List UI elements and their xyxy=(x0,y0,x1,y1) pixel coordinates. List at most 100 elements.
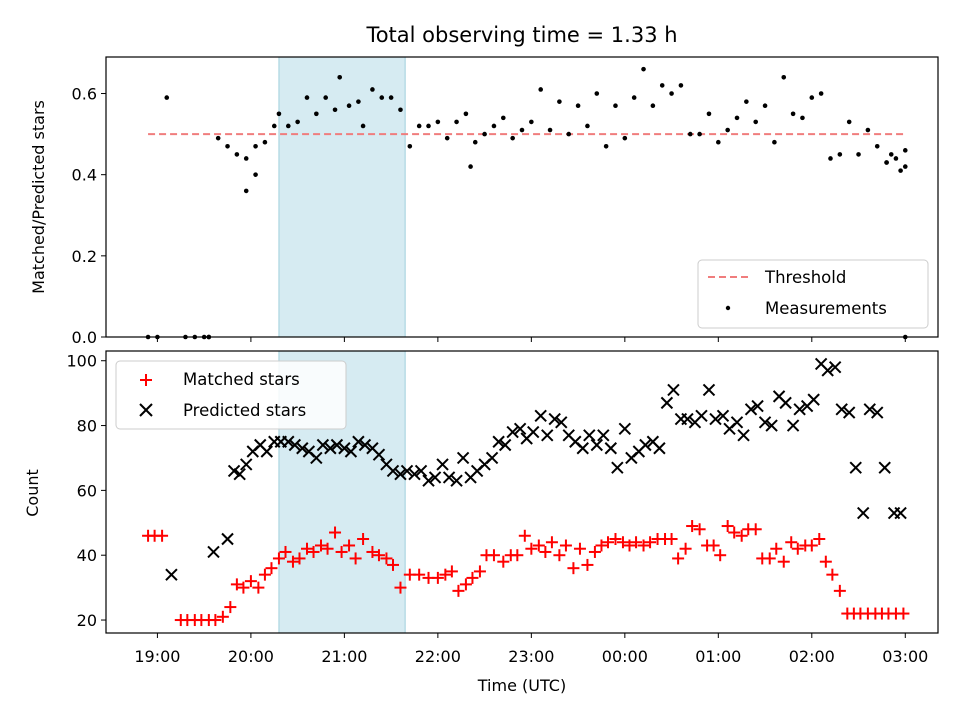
matched-star-point xyxy=(156,529,169,542)
measurement-point xyxy=(337,74,343,80)
matched-star-point xyxy=(279,545,292,558)
matched-star-point xyxy=(728,526,741,539)
measurement-point xyxy=(837,152,843,157)
top-y-tick-label: 0.2 xyxy=(72,247,97,266)
measurement-point xyxy=(398,107,403,113)
predicted-star-point xyxy=(744,403,758,416)
predicted-star-point xyxy=(386,464,400,478)
top-y-axis-label: Matched/Predicted stars xyxy=(29,100,48,294)
matched-star-point xyxy=(749,523,762,536)
matched-star-point xyxy=(735,529,748,542)
predicted-star-point xyxy=(422,474,435,487)
matched-star-point xyxy=(721,520,734,533)
matched-star-point xyxy=(413,568,426,581)
measurement-point xyxy=(463,111,469,117)
matched-star-point xyxy=(826,568,839,581)
predicted-star-point xyxy=(597,429,610,442)
matched-legend-label: Matched stars xyxy=(183,370,300,389)
predicted-star-point xyxy=(240,458,253,471)
predicted-star-point xyxy=(344,445,358,458)
measurement-point xyxy=(225,143,230,149)
matched-star-point xyxy=(380,552,393,565)
bottom-panel: 20 40 60 80 100 19:00 20:00 21:00 22:00 23:00 00:… xyxy=(23,350,939,695)
measurement-point xyxy=(697,131,702,137)
measurement-point xyxy=(323,95,328,100)
measurement-point xyxy=(622,135,628,141)
measurement-point xyxy=(276,111,282,117)
matched-star-point xyxy=(532,539,545,552)
matched-star-point xyxy=(777,555,790,568)
matched-star-point xyxy=(637,539,650,552)
predicted-star-point xyxy=(793,403,806,416)
measurement-point xyxy=(706,111,712,117)
matched-star-point xyxy=(321,542,334,555)
bottom-x-ticks: 19:00 20:00 21:00 22:00 23:00 00:00 01:00 02:00… xyxy=(134,633,928,666)
predicted-legend-label: Predicted stars xyxy=(183,401,306,420)
measurement-point xyxy=(884,160,889,165)
predicted-star-point xyxy=(878,461,891,474)
measurement-point xyxy=(566,131,572,137)
bottom-legend-box xyxy=(115,360,347,430)
measurement-point xyxy=(253,172,258,177)
measurement-point xyxy=(356,99,361,104)
predicted-star-point xyxy=(828,360,842,374)
matched-star-point xyxy=(707,539,720,552)
matched-star-point xyxy=(329,526,342,539)
measurement-point xyxy=(346,103,352,108)
matched-star-point xyxy=(644,536,657,549)
predicted-star-point xyxy=(737,429,750,442)
top-panel: 0.0 0.2 0.4 0.6 Total observing time = 1.33… xyxy=(29,23,939,347)
bottom-y-ticks: 20 40 60 80 100 xyxy=(66,352,106,630)
predicted-star-point xyxy=(456,451,470,465)
matched-star-point xyxy=(545,536,558,549)
matched-star-point xyxy=(230,578,243,591)
measurement-point xyxy=(753,119,759,125)
bottom-y-tick-label: 40 xyxy=(77,546,97,565)
matched-star-point xyxy=(897,607,910,620)
matched-star-point xyxy=(602,536,615,549)
matched-star-point xyxy=(791,542,804,555)
bottom-marks xyxy=(142,357,910,627)
matched-star-point xyxy=(307,545,320,558)
measurement-point xyxy=(762,103,768,108)
matched-star-point xyxy=(452,584,465,597)
measurement-point xyxy=(253,143,258,149)
top-x-ticks xyxy=(156,337,906,342)
observing-window-shade-top xyxy=(278,56,406,338)
predicted-star-point xyxy=(849,461,862,474)
matched-star-point xyxy=(237,581,250,594)
matched-star-point xyxy=(567,562,580,575)
bottom-x-tick-label: 19:00 xyxy=(134,647,180,666)
predicted-star-point xyxy=(316,438,330,452)
matched-star-point xyxy=(553,549,566,562)
matched-star-point xyxy=(487,549,500,562)
measurement-point xyxy=(519,127,525,133)
measurement-point xyxy=(716,139,721,145)
predicted-star-point xyxy=(414,464,428,478)
measurement-point xyxy=(472,139,478,145)
matched-star-point xyxy=(686,520,699,533)
measurement-point xyxy=(790,111,796,117)
matched-star-point xyxy=(431,571,444,584)
measurement-point xyxy=(678,83,684,88)
matched-star-point xyxy=(525,542,538,555)
measurement-point xyxy=(388,95,394,100)
predicted-star-point xyxy=(842,406,856,419)
bottom-y-tick-label: 20 xyxy=(77,611,97,630)
measurement-point xyxy=(285,123,291,129)
predicted-star-point xyxy=(394,467,407,481)
predicted-star-point xyxy=(352,435,365,448)
matched-star-point xyxy=(252,581,265,594)
predicted-star-point xyxy=(835,403,848,416)
measurement-point xyxy=(898,168,903,173)
predicted-star-point xyxy=(639,438,652,452)
matched-star-point xyxy=(595,539,608,552)
predicted-star-point xyxy=(863,403,876,416)
matched-star-point xyxy=(609,533,622,545)
predicted-star-point xyxy=(233,467,246,481)
predicted-star-point xyxy=(296,442,309,455)
measurement-point xyxy=(243,156,249,161)
predicted-star-point xyxy=(207,545,220,559)
bottom-y-axis-label: Count xyxy=(23,469,42,517)
